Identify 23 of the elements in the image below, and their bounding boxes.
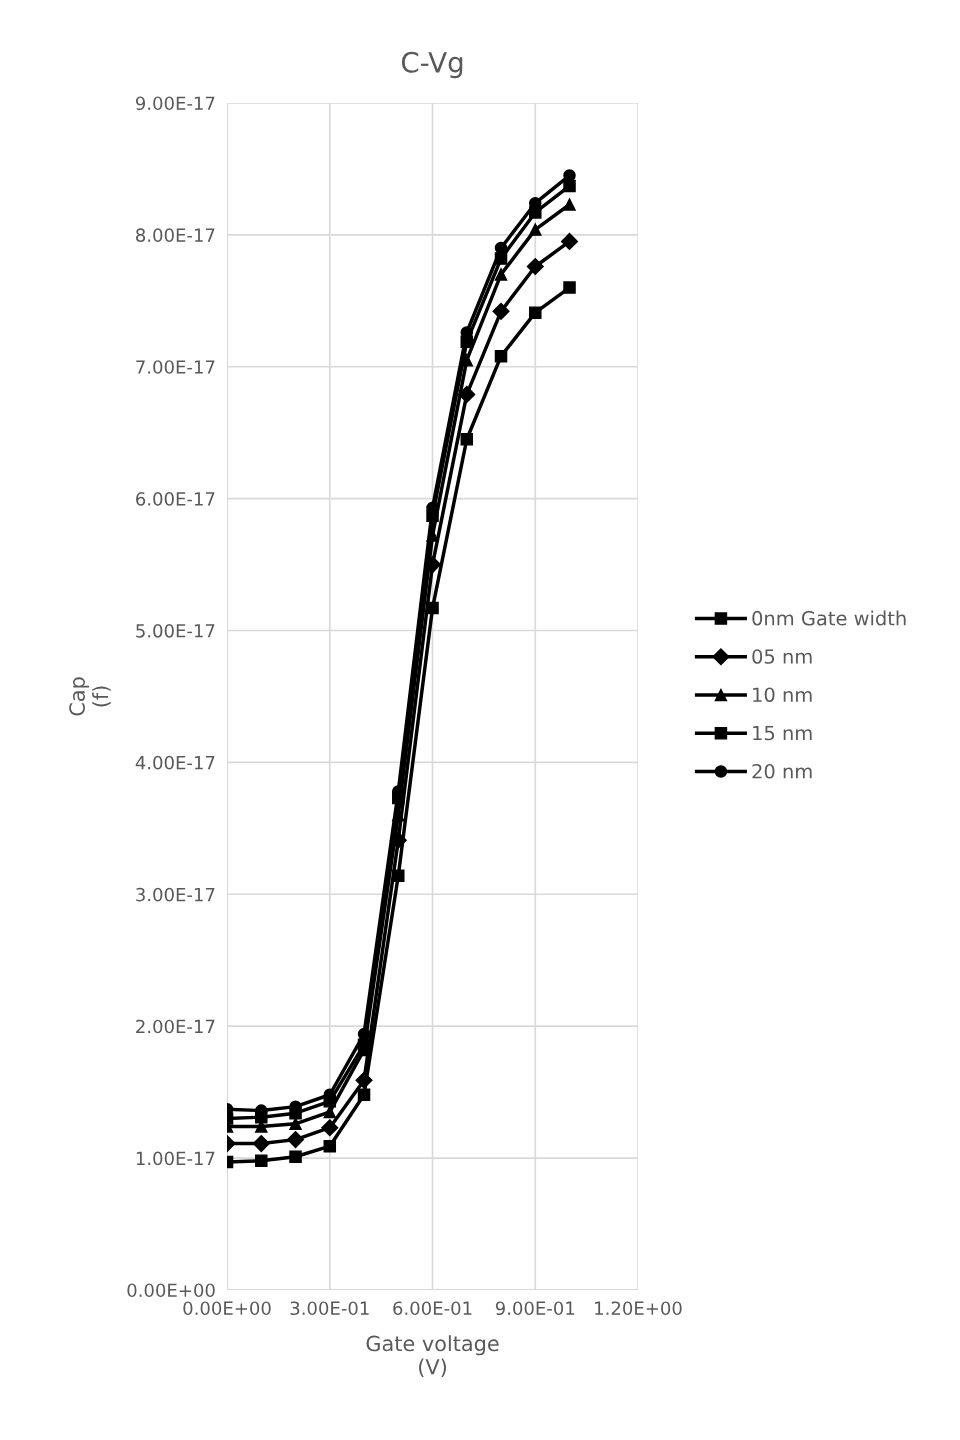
y-tick-label: 8.00E-17 <box>136 228 215 242</box>
legend-label: 15 nm <box>753 725 812 741</box>
legend-label: 10 nm <box>753 687 812 703</box>
legend-label: 05 nm <box>752 649 812 664</box>
y-tick-label: 1.00E-17 <box>136 1151 215 1166</box>
y-tick-label: 2.00E-17 <box>136 1019 215 1034</box>
x-tick-label: 3.00E-01 <box>290 1301 369 1316</box>
y-tick-label: 6.00E-17 <box>136 492 215 506</box>
x-tick-label: 9.00E-01 <box>495 1301 575 1316</box>
legend-label: 0nm Gate width <box>752 610 906 626</box>
y-tick-label: 3.00E-17 <box>136 887 215 902</box>
y-tick-label: 7.00E-17 <box>136 360 215 374</box>
x-axis-title: Gate voltage (V) <box>366 1335 499 1378</box>
chart-title: C-Vg <box>401 51 463 79</box>
y-tick-label: 0.00E+00 <box>127 1283 215 1298</box>
legend-label: 20 nm <box>752 763 812 779</box>
y-axis-title: Cap (f) <box>69 677 111 716</box>
y-tick-label: 9.00E-17 <box>135 96 215 111</box>
x-tick-label: 1.20E+00 <box>595 1301 682 1316</box>
x-tick-label: 6.00E-01 <box>393 1301 472 1316</box>
y-tick-label: 4.00E-17 <box>135 755 215 770</box>
y-tick-label: 5.00E-17 <box>136 623 215 638</box>
x-tick-label: 0.00E+00 <box>183 1301 271 1316</box>
